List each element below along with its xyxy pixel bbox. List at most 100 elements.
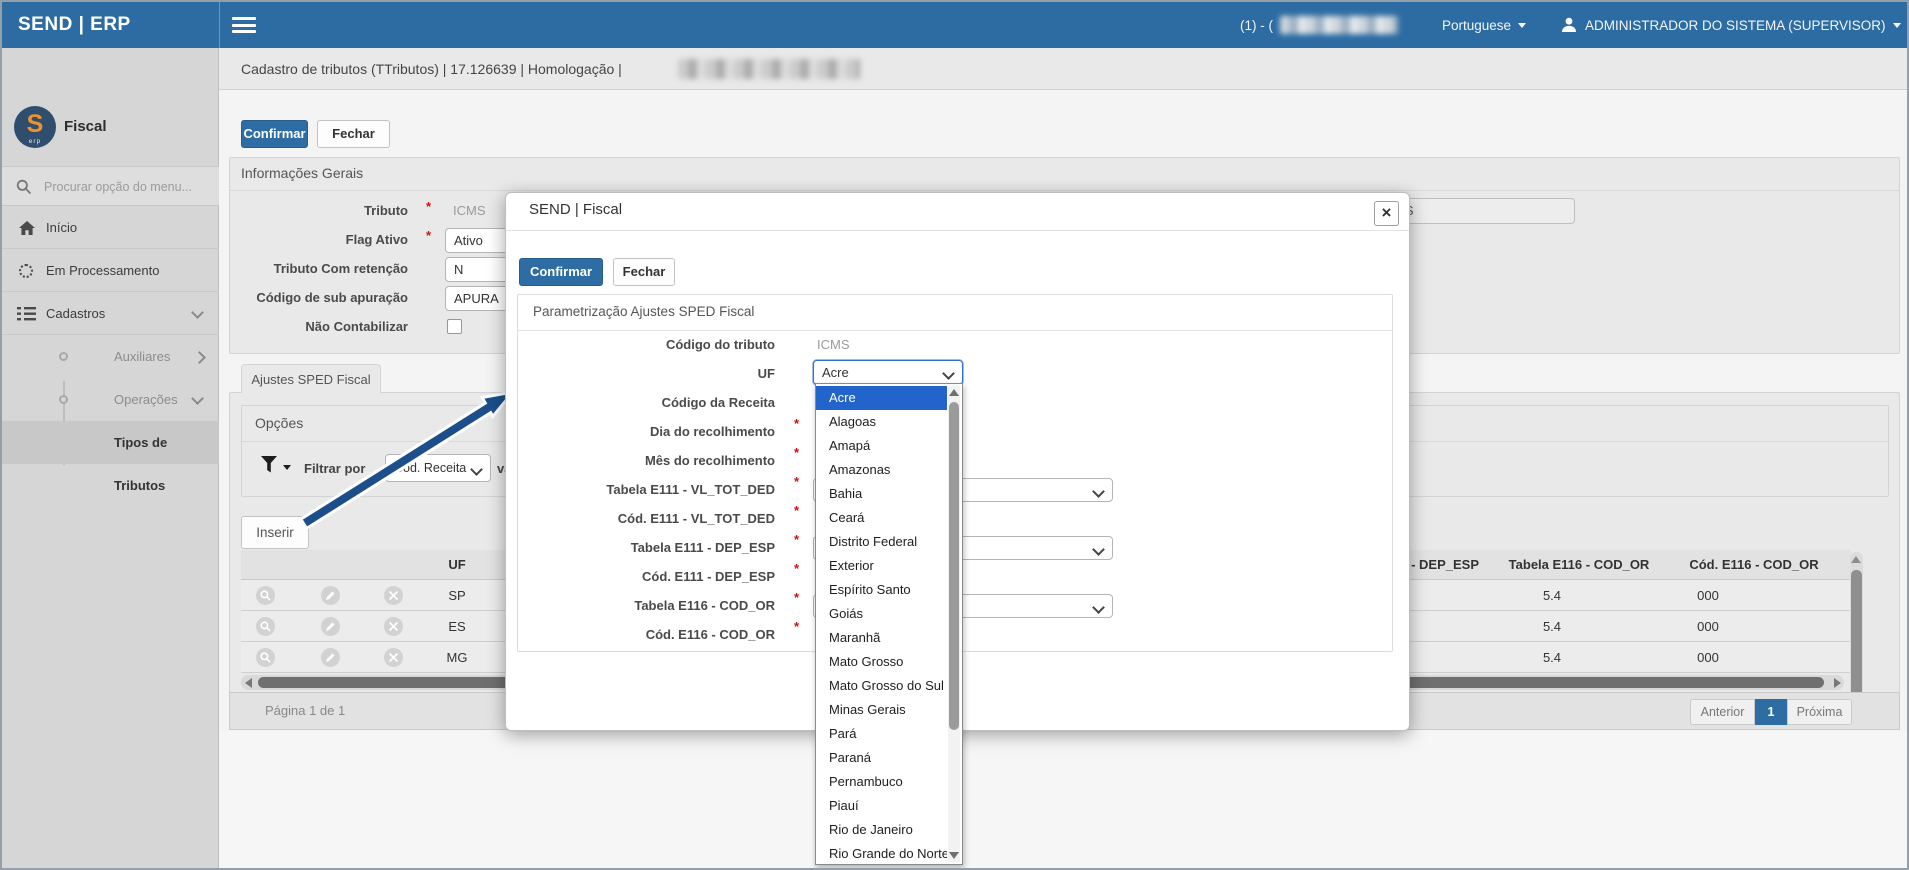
- edit-row-button[interactable]: [321, 617, 340, 636]
- uf-option[interactable]: Rio Grande do Norte: [829, 846, 947, 861]
- user-menu[interactable]: ADMINISTRADOR DO SISTEMA (SUPERVISOR): [1560, 2, 1901, 48]
- vertical-scrollbar-thumb[interactable]: [1851, 570, 1862, 700]
- divider: [518, 330, 1392, 331]
- required-asterisk: *: [794, 561, 800, 576]
- x-icon: [388, 652, 399, 663]
- chevron-down-icon: [470, 463, 483, 476]
- delete-row-button[interactable]: [384, 617, 403, 636]
- field-label-tributo: Tributo: [363, 203, 408, 218]
- insert-button[interactable]: Inserir: [241, 516, 309, 549]
- divider: [506, 230, 1409, 231]
- delete-row-button[interactable]: [384, 586, 403, 605]
- sidebar-item-operacoes-fiscais[interactable]: Operações Fiscais: [2, 378, 219, 450]
- scroll-up-arrow-icon[interactable]: [1851, 556, 1861, 563]
- chevron-right-icon: [193, 351, 206, 364]
- view-row-button[interactable]: [256, 617, 275, 636]
- hamburger-menu-icon[interactable]: [232, 17, 256, 33]
- redacted-company-name: [1280, 16, 1398, 34]
- sidebar-item-inicio[interactable]: Início: [2, 206, 219, 249]
- current-page-button[interactable]: 1: [1755, 699, 1787, 725]
- cell-uf: MG: [446, 650, 468, 665]
- modal-close-icon[interactable]: ×: [1374, 201, 1399, 226]
- modal-confirm-button[interactable]: Confirmar: [519, 258, 603, 286]
- uf-option[interactable]: Distrito Federal: [829, 534, 918, 549]
- uf-option[interactable]: Piauí: [829, 798, 859, 813]
- uf-option[interactable]: Bahia: [829, 486, 863, 501]
- modal-section-title: Parametrização Ajustes SPED Fiscal: [533, 304, 755, 319]
- x-icon: [388, 590, 399, 601]
- cell-tabela-e116: 5.4: [1542, 588, 1562, 603]
- uf-option[interactable]: Goiás: [829, 606, 863, 621]
- uf-option[interactable]: Rio de Janeiro: [829, 822, 913, 837]
- close-button[interactable]: Fechar: [317, 120, 390, 148]
- filter-field-select[interactable]: Cód. Receita: [385, 454, 491, 482]
- field-label-flag-ativo: Flag Ativo: [345, 232, 408, 247]
- uf-option[interactable]: Alagoas: [829, 414, 876, 429]
- required-asterisk: *: [794, 445, 800, 460]
- edit-row-button[interactable]: [321, 586, 340, 605]
- uf-option[interactable]: Maranhã: [829, 630, 881, 645]
- search-input[interactable]: [42, 173, 214, 201]
- uf-option[interactable]: Pernambuco: [829, 774, 903, 789]
- sidebar-item-tipos-de-tributos[interactable]: Tipos de Tributos: [2, 421, 219, 493]
- col-header-tabela-e116: Tabela E116 - COD_OR: [1508, 557, 1650, 572]
- field-label: Mês do recolhimento: [644, 453, 775, 468]
- modal-close-button[interactable]: Fechar: [613, 258, 675, 286]
- nao-contabilizar-checkbox[interactable]: [447, 319, 462, 334]
- sidebar-item-auxiliares[interactable]: Auxiliares: [2, 335, 219, 378]
- scroll-down-arrow-icon[interactable]: [949, 852, 959, 859]
- uf-option[interactable]: Espírito Santo: [829, 582, 911, 597]
- filter-funnel-icon[interactable]: [260, 455, 280, 477]
- scroll-left-arrow-icon[interactable]: [245, 678, 252, 688]
- processing-spinner-icon: [19, 264, 33, 278]
- required-asterisk: *: [794, 416, 800, 431]
- uf-option[interactable]: Amazonas: [829, 462, 891, 477]
- confirm-button[interactable]: Confirmar: [241, 120, 308, 148]
- sidebar: S erp Fiscal Início Em Processamento: [2, 48, 219, 868]
- chevron-down-icon: [1892, 22, 1901, 28]
- language-selector[interactable]: Portuguese: [1442, 2, 1527, 48]
- select-value: Ativo: [454, 233, 483, 248]
- view-row-button[interactable]: [256, 586, 275, 605]
- field-label: Cód. E116 - COD_OR: [645, 627, 775, 642]
- chevron-down-icon: [942, 367, 955, 380]
- notification-area[interactable]: (1) - (: [1240, 2, 1398, 48]
- redacted-breadcrumb-text: [678, 59, 860, 79]
- sidebar-item-label: Tipos de Tributos: [114, 435, 168, 493]
- required-asterisk: *: [794, 619, 800, 634]
- scroll-up-arrow-icon[interactable]: [949, 389, 959, 396]
- sidebar-item-label: Início: [46, 220, 78, 235]
- magnifier-icon: [260, 590, 271, 601]
- scroll-right-arrow-icon[interactable]: [1834, 678, 1841, 688]
- uf-select[interactable]: Acre: [813, 360, 963, 385]
- previous-page-button[interactable]: Anterior: [1690, 699, 1755, 725]
- next-page-button[interactable]: Próxima: [1787, 699, 1852, 725]
- chevron-down-icon: [283, 465, 291, 470]
- sidebar-item-cadastros[interactable]: Cadastros: [2, 292, 219, 335]
- notification-count: (1) - (: [1240, 17, 1273, 33]
- delete-row-button[interactable]: [384, 648, 403, 667]
- view-row-button[interactable]: [256, 648, 275, 667]
- uf-option[interactable]: Mato Grosso: [829, 654, 904, 669]
- uf-option[interactable]: Amapá: [829, 438, 871, 453]
- edit-row-button[interactable]: [321, 648, 340, 667]
- required-asterisk: *: [794, 474, 800, 489]
- uf-option[interactable]: Minas Gerais: [829, 702, 906, 717]
- dropdown-scrollbar-thumb[interactable]: [949, 402, 959, 730]
- bullet-icon: [59, 352, 68, 361]
- sidebar-item-em-processamento[interactable]: Em Processamento: [2, 249, 219, 292]
- uf-option[interactable]: Mato Grosso do Sul: [829, 678, 944, 693]
- field-label: UF: [757, 366, 775, 381]
- uf-option[interactable]: Pará: [829, 726, 857, 741]
- uf-option[interactable]: Acre: [816, 386, 947, 410]
- breadcrumb-bar: [219, 48, 1907, 90]
- top-bar: SEND | ERP (1) - ( Portuguese ADMINISTRA…: [2, 2, 1907, 48]
- uf-option[interactable]: Exterior: [829, 558, 874, 573]
- tab-ajustes-sped-fiscal[interactable]: Ajustes SPED Fiscal: [241, 364, 381, 393]
- uf-option[interactable]: Ceará: [829, 510, 865, 525]
- required-asterisk: *: [426, 228, 432, 243]
- uf-option[interactable]: Paraná: [829, 750, 871, 765]
- cell-uf: ES: [448, 619, 466, 634]
- sidebar-item-label: Operações Fiscais: [114, 392, 178, 450]
